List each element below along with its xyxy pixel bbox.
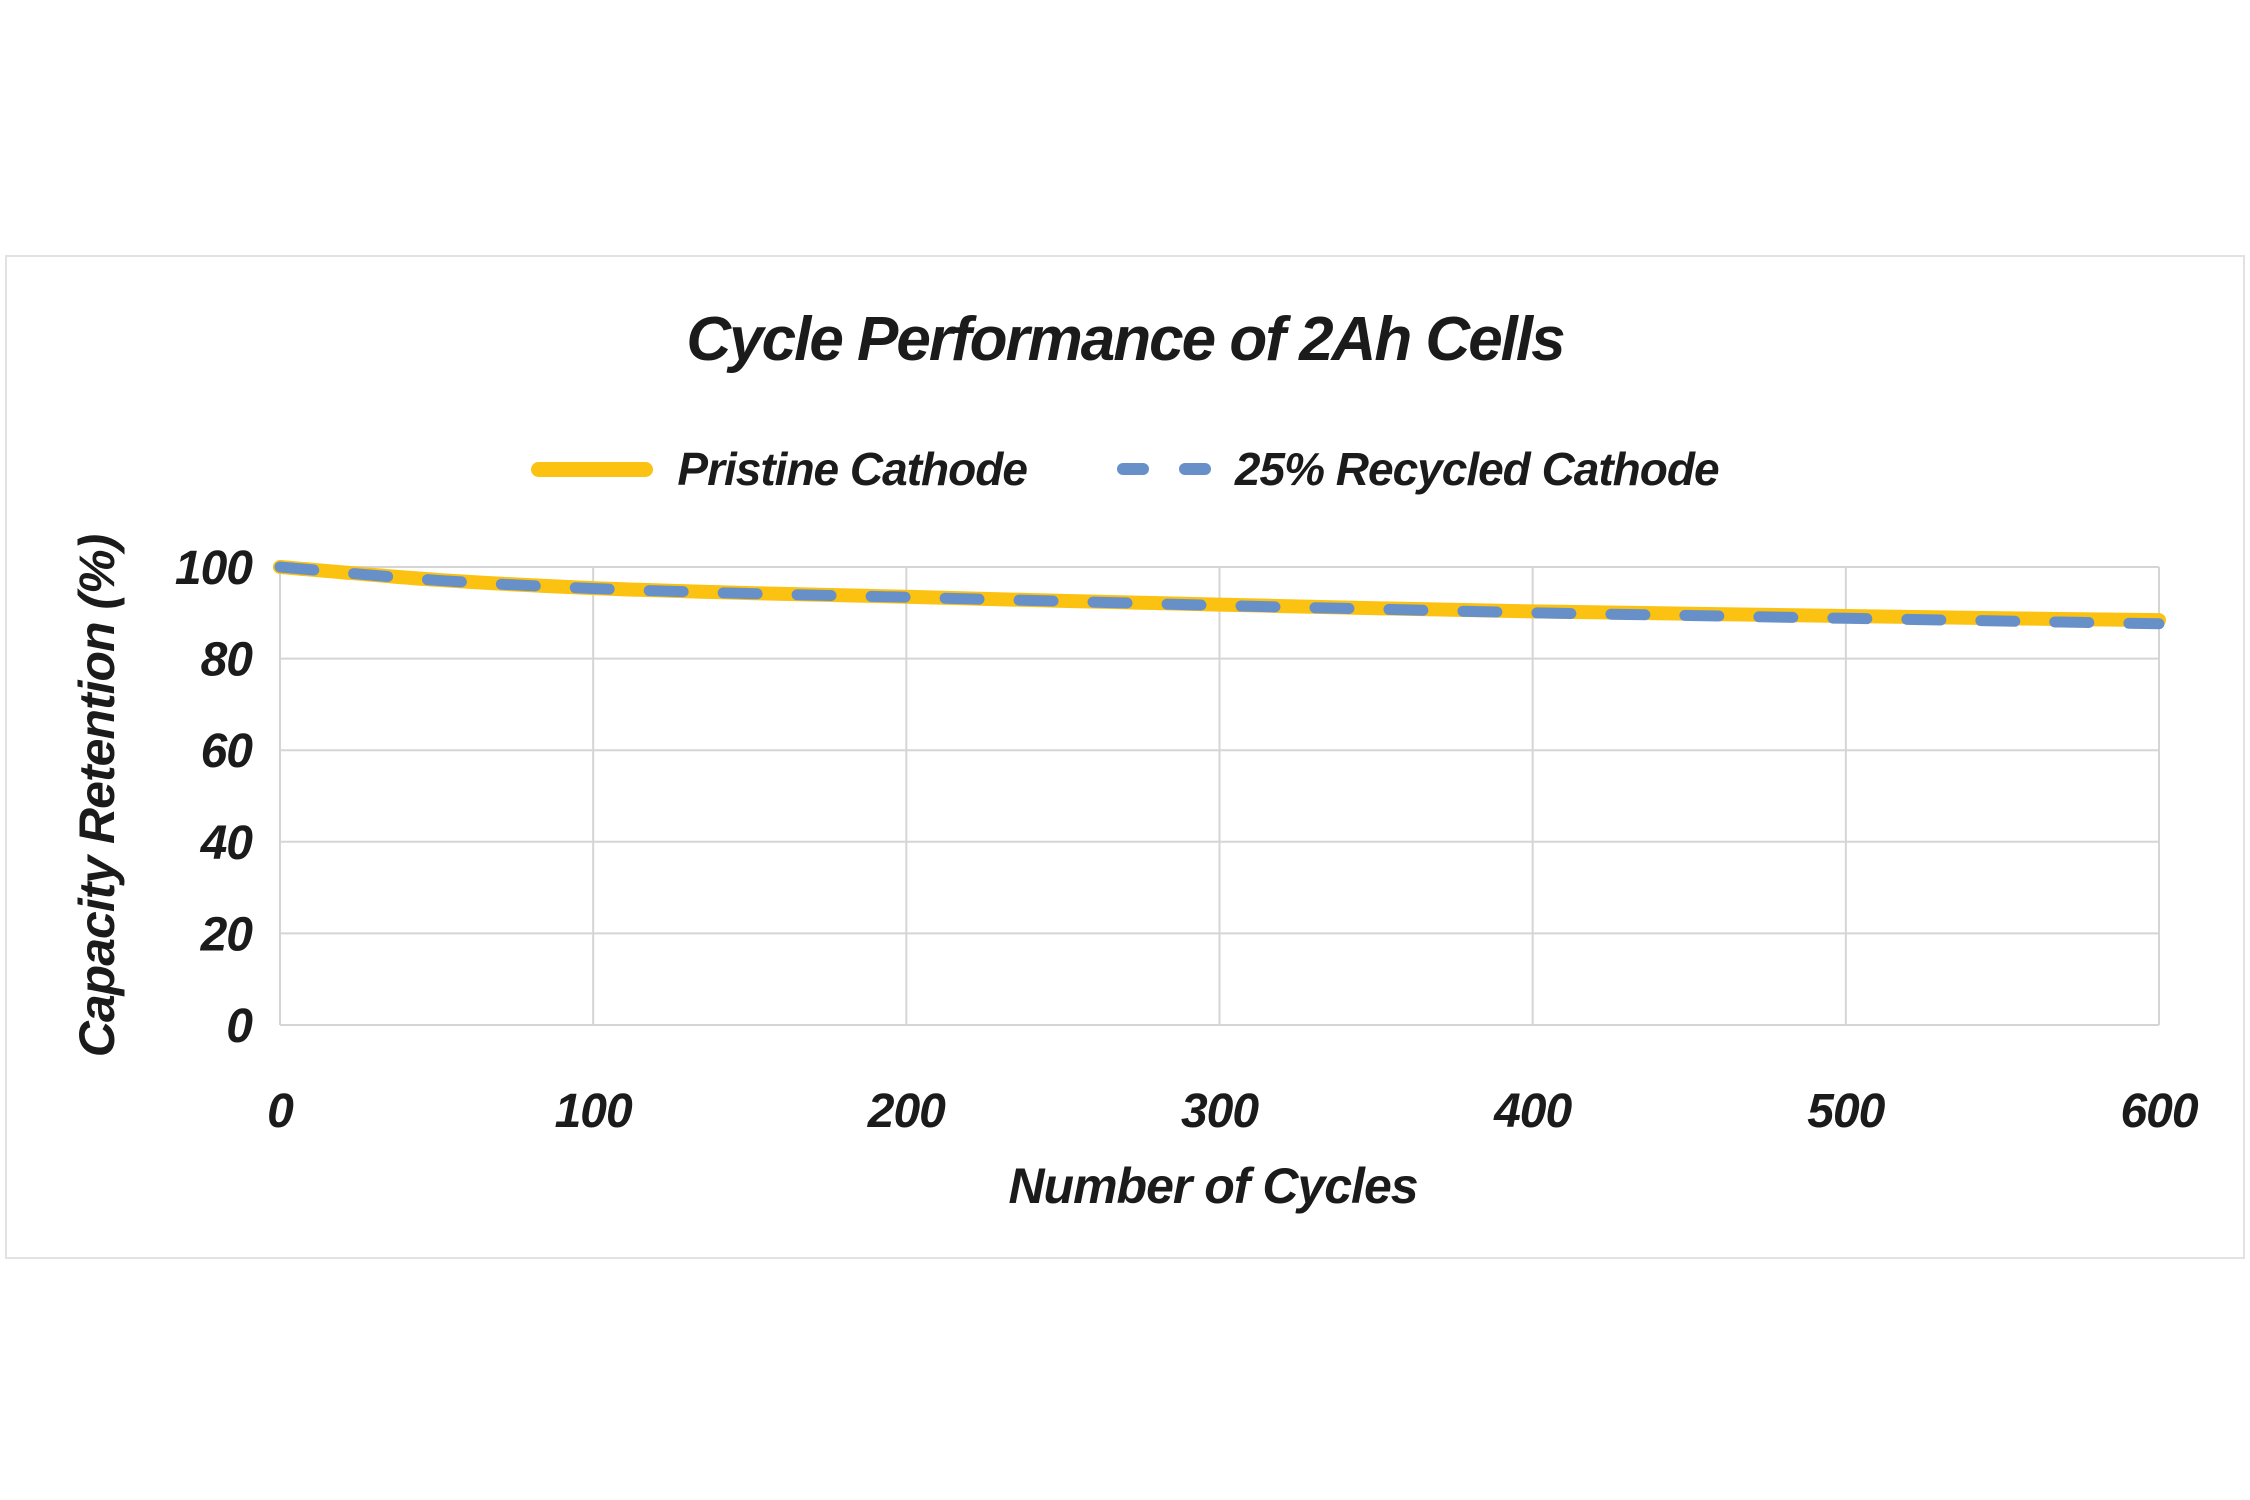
dash-segment-icon: [1116, 463, 1149, 475]
series-line-recycled: [274, 561, 2165, 630]
legend-item-recycled: 25% Recycled Cathode: [1116, 442, 1720, 496]
y-tick-label: 20: [200, 908, 254, 961]
recycled-dashed-swatch-icon: [1116, 463, 1211, 475]
x-tick-label: 200: [867, 1085, 946, 1138]
x-axis-title: Number of Cycles: [1008, 1158, 1418, 1214]
y-tick-label: 0: [226, 1000, 253, 1053]
x-tick-label: 0: [267, 1085, 294, 1138]
x-tick-label: 100: [555, 1085, 633, 1138]
y-tick-label: 60: [201, 725, 254, 778]
x-tick-label: 600: [2120, 1085, 2198, 1138]
y-tick-label: 80: [201, 634, 254, 687]
chart-card: 0 20 40 60 80 100 0 100 200 300 400 500 600 Cycle Pe…: [5, 255, 2245, 1259]
legend-item-pristine: Pristine Cathode: [531, 442, 1028, 496]
x-tick-label: 300: [1181, 1085, 1259, 1138]
chart-title: Cycle Performance of 2Ah Cells: [686, 305, 1565, 374]
y-tick-label: 40: [200, 817, 254, 870]
x-tick-label: 400: [1493, 1085, 1572, 1138]
legend-label-pristine: Pristine Cathode: [677, 443, 1028, 495]
y-axis-title: Capacity Retention (%): [69, 534, 125, 1058]
legend-label-recycled: 25% Recycled Cathode: [1234, 443, 1720, 495]
dash-segment-icon: [1178, 463, 1211, 475]
plot-svg: 0 20 40 60 80 100 0 100 200 300 400 500 600: [175, 542, 2200, 1138]
legend: Pristine Cathode 25% Recycled Cathode: [7, 443, 2243, 495]
x-tick-label: 500: [1807, 1085, 1885, 1138]
pristine-line-swatch-icon: [531, 461, 654, 477]
y-tick-label: 100: [175, 542, 253, 595]
